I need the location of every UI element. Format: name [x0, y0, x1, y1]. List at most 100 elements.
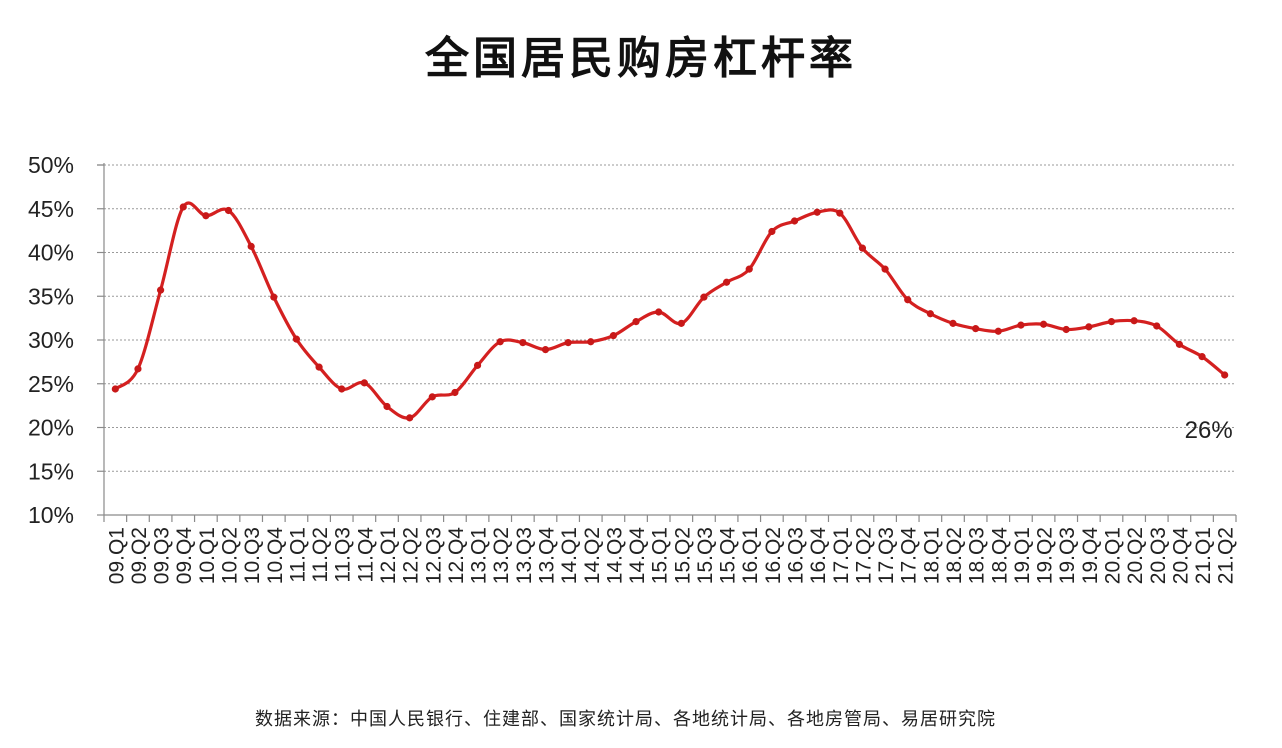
data-point [1039, 320, 1048, 328]
x-tick-label: 11.Q4 [354, 527, 377, 583]
x-tick-label: 12.Q1 [377, 527, 400, 584]
data-point [451, 388, 459, 397]
x-tick-label: 18.Q1 [920, 527, 943, 584]
data-point [768, 227, 776, 236]
x-tick-label: 18.Q2 [943, 527, 966, 584]
data-point [1221, 371, 1229, 379]
x-tick-label: 18.Q4 [988, 527, 1011, 585]
data-point [519, 339, 527, 347]
y-tick-label: 20% [28, 415, 74, 441]
data-point [338, 385, 346, 393]
data-point [224, 206, 233, 215]
data-point [836, 209, 844, 217]
y-tick-label: 15% [28, 458, 74, 484]
data-point [1017, 321, 1025, 329]
y-tick-label: 25% [28, 371, 74, 397]
data-point [1107, 318, 1116, 326]
x-tick-label: 15.Q4 [717, 527, 740, 585]
x-tick-label: 17.Q2 [852, 527, 875, 584]
x-tick-label: 11.Q3 [332, 527, 355, 583]
data-point [406, 414, 414, 422]
data-point [383, 402, 391, 411]
data-point [1153, 322, 1161, 330]
data-point [700, 293, 708, 301]
y-tick-label: 50% [28, 152, 74, 178]
x-tick-label: 15.Q1 [649, 527, 672, 584]
data-point [723, 278, 731, 286]
x-tick-label: 10.Q4 [264, 527, 287, 585]
data-point [587, 338, 595, 346]
x-tick-label: 16.Q1 [739, 527, 762, 584]
data-point [202, 212, 210, 220]
x-tick-label: 10.Q1 [196, 527, 219, 584]
x-tick-label: 20.Q3 [1147, 527, 1170, 584]
y-tick-label: 10% [28, 502, 74, 528]
data-point [360, 379, 368, 387]
x-tick-label: 11.Q2 [309, 527, 332, 583]
data-point [881, 265, 889, 273]
data-point [247, 242, 255, 250]
data-point [1130, 317, 1138, 325]
x-tick-label: 21.Q1 [1192, 527, 1215, 584]
chart-title: 全国居民购房杠杆率 [425, 33, 857, 84]
x-tick-label: 14.Q3 [603, 527, 626, 584]
end-value-label: 26% [1185, 417, 1233, 444]
x-tick-label: 20.Q4 [1169, 527, 1192, 585]
x-tick-label: 13.Q1 [468, 527, 491, 584]
data-point [677, 319, 685, 327]
x-tick-label: 17.Q4 [898, 527, 921, 585]
x-tick-label: 19.Q4 [1079, 527, 1102, 585]
x-tick-label: 19.Q1 [1011, 527, 1034, 584]
x-tick-label: 09.Q4 [173, 527, 196, 585]
data-point [428, 393, 436, 401]
x-tick-label: 15.Q3 [694, 527, 717, 584]
x-tick-label: 20.Q2 [1124, 527, 1147, 584]
x-tick-label: 09.Q2 [128, 527, 151, 584]
data-point [111, 385, 119, 393]
source-note: 数据来源：中国人民银行、住建部、国家统计局、各地统计局、各地房管局、易居研究院 [255, 709, 996, 730]
data-point [949, 319, 957, 327]
data-point [292, 335, 301, 343]
data-point [157, 286, 165, 294]
x-tick-label: 20.Q1 [1101, 527, 1124, 584]
x-tick-label: 10.Q3 [241, 527, 264, 584]
data-point [134, 365, 142, 373]
x-tick-label: 17.Q1 [830, 527, 853, 584]
x-tick-label: 16.Q4 [807, 527, 830, 585]
data-point [904, 296, 912, 304]
data-point [1198, 353, 1206, 361]
data-point [972, 325, 980, 333]
x-tick-label: 12.Q4 [445, 527, 468, 585]
x-tick-label: 14.Q4 [626, 527, 649, 585]
series-line [113, 201, 1227, 420]
x-tick-label: 16.Q2 [762, 527, 785, 584]
data-point [790, 217, 799, 225]
x-tick-label: 12.Q2 [400, 527, 423, 584]
x-tick-label: 09.Q3 [151, 527, 174, 584]
data-point [1085, 323, 1093, 331]
x-tick-label: 12.Q3 [422, 527, 445, 584]
data-point [179, 203, 187, 211]
x-tick-label: 16.Q3 [785, 527, 808, 584]
data-point [315, 363, 323, 371]
data-point [655, 308, 663, 316]
x-tick-label: 19.Q2 [1034, 527, 1057, 584]
x-tick-label: 13.Q2 [490, 527, 513, 584]
y-tick-label: 40% [28, 240, 74, 266]
y-tick-label: 45% [28, 196, 74, 222]
x-tick-label: 10.Q2 [219, 527, 242, 584]
data-point [858, 244, 867, 252]
x-tick-label: 18.Q3 [966, 527, 989, 584]
data-point [609, 332, 618, 340]
y-tick-label: 35% [28, 283, 74, 309]
data-point [813, 208, 821, 216]
data-point [632, 318, 640, 326]
data-point [926, 310, 934, 318]
data-point [541, 346, 550, 354]
data-point [473, 361, 482, 369]
x-tick-label: 13.Q3 [513, 527, 536, 584]
x-tick-label: 19.Q3 [1056, 527, 1079, 584]
x-tick-label: 17.Q3 [875, 527, 898, 584]
data-point [564, 339, 572, 347]
